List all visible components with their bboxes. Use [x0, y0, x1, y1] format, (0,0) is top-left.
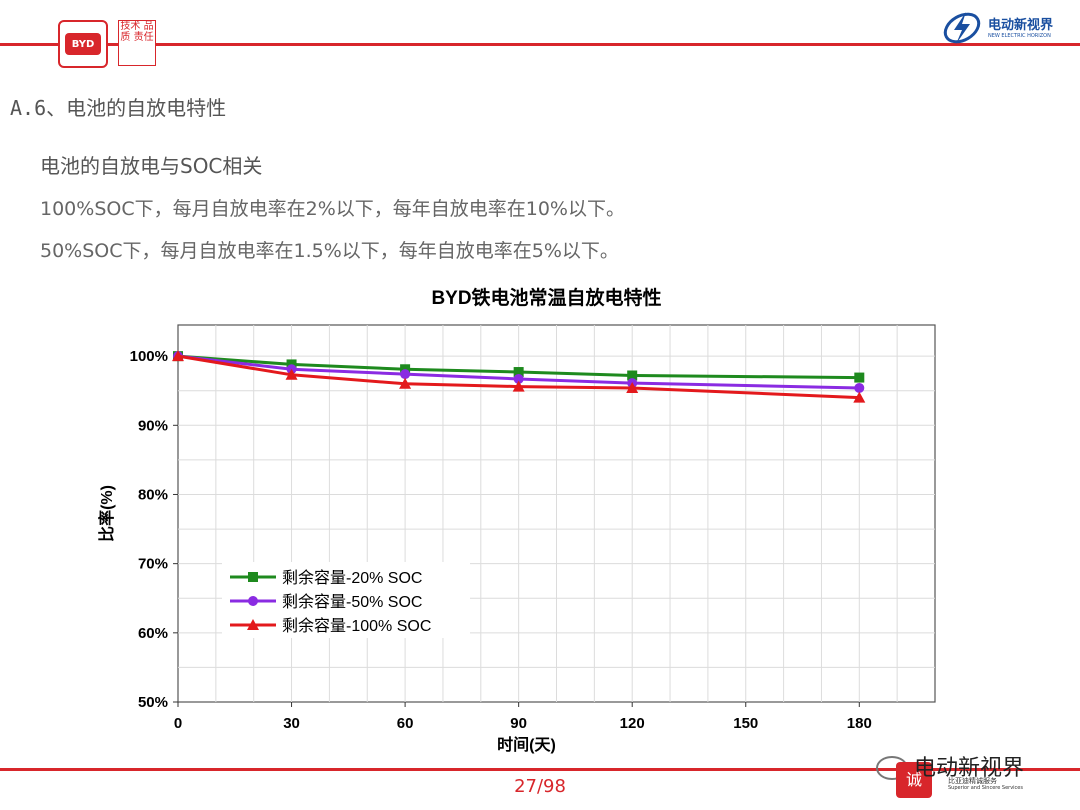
y-tick-label: 70%: [138, 556, 168, 573]
legend: 剩余容量-20% SOC 剩余容量-50% SOC 剩余容量-100% SOC: [222, 562, 470, 638]
legend-marker: [247, 619, 259, 630]
x-axis-label: 时间(天): [497, 735, 556, 754]
footer-rule: [0, 768, 1080, 771]
legend-marker: [248, 596, 258, 606]
sincere-seal: 诚: [896, 762, 932, 798]
data-point: [854, 382, 865, 393]
data-point: [513, 373, 524, 384]
series-line: [177, 354, 860, 390]
x-tick-label: 120: [620, 715, 645, 732]
data-point: [513, 367, 524, 378]
y-tick-label: 80%: [138, 486, 168, 503]
y-tick-label: 50%: [138, 694, 168, 711]
y-axis-label: 比率(%): [97, 485, 116, 542]
header-rule: [0, 43, 1080, 46]
watermark-sub-en: Superior and Sincere Services: [948, 785, 1023, 791]
bullet-line-3: 50%SOC下，每月自放电率在1.5%以下，每年自放电率在5%以下。: [40, 240, 619, 262]
data-point: [626, 381, 639, 393]
lightning-logo-icon: [943, 12, 981, 44]
byd-logo-mark: BYD: [65, 33, 101, 55]
byd-logo: BYD: [58, 20, 108, 68]
watermark: 诚 电动新视界 比亚迪精诚服务 Superior and Sincere Ser…: [876, 750, 1076, 800]
legend-item: 剩余容量-20% SOC: [230, 568, 422, 587]
series-line: [177, 354, 860, 400]
bullet-line-1: 电池的自放电与SOC相关: [40, 154, 263, 178]
y-tick-label: 100%: [130, 348, 168, 365]
data-point: [399, 377, 412, 389]
data-point: [172, 350, 184, 362]
data-point: [285, 368, 298, 380]
brand-name: 电动新视界: [988, 18, 1054, 33]
x-tick-label: 30: [283, 715, 300, 732]
data-point: [400, 369, 411, 380]
page-number: 27/98: [514, 776, 566, 797]
y-tick-label: 60%: [138, 625, 168, 642]
legend-item: 剩余容量-50% SOC: [230, 592, 422, 611]
bullet-line-2: 100%SOC下，每月自放电率在2%以下，每年自放电率在10%以下。: [40, 198, 625, 220]
legend-label: 剩余容量-20% SOC: [282, 568, 422, 587]
brand-subtitle: NEW ELECTRIC HORIZON: [988, 33, 1051, 39]
legend-item: 剩余容量-100% SOC: [230, 616, 431, 635]
x-tick-label: 150: [733, 715, 758, 732]
y-tick-label: 90%: [138, 417, 168, 434]
series-line: [177, 354, 860, 380]
x-tick-label: 0: [174, 715, 182, 732]
x-tick-label: 60: [397, 715, 414, 732]
legend-marker: [248, 572, 258, 582]
watermark-text: 电动新视界: [914, 756, 1025, 781]
quality-seal: 技术 品质 责任: [118, 20, 156, 66]
chart-title: BYD铁电池常温自放电特性: [431, 286, 661, 309]
legend-label: 剩余容量-100% SOC: [282, 616, 431, 635]
x-tick-label: 90: [510, 715, 527, 732]
brand-logo: 电动新视界 NEW ELECTRIC HORIZON: [942, 8, 1072, 48]
data-point: [854, 372, 865, 383]
watermark-sub-cn: 比亚迪精诚服务: [948, 777, 997, 785]
section-title: A.6、电池的自放电特性: [10, 96, 227, 120]
legend-label: 剩余容量-50% SOC: [282, 592, 422, 611]
series-3: [172, 350, 866, 403]
data-point: [853, 391, 866, 403]
data-point: [512, 380, 525, 392]
x-tick-label: 180: [847, 715, 872, 732]
data-point: [627, 370, 638, 381]
